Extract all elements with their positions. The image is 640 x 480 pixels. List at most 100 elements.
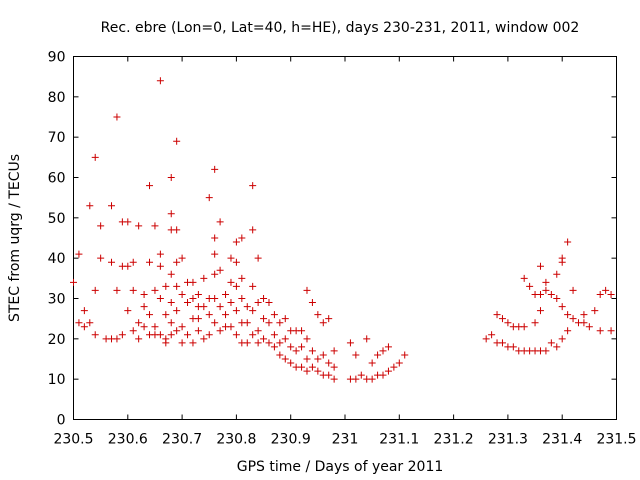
- data-point: [113, 286, 121, 294]
- data-point: [184, 331, 192, 339]
- x-tick-label: 231.5: [596, 432, 636, 448]
- data-point: [173, 137, 181, 145]
- data-point: [547, 339, 555, 347]
- y-axis-label: STEC from uqrg / TECUs: [7, 154, 23, 322]
- data-point: [270, 331, 278, 339]
- data-point: [113, 113, 121, 121]
- data-point: [303, 367, 311, 375]
- data-point: [211, 319, 219, 327]
- data-point: [135, 319, 143, 327]
- data-point: [200, 274, 208, 282]
- plot-frame: [73, 56, 617, 420]
- data-point: [232, 258, 240, 266]
- x-tick-label: 231.4: [542, 432, 582, 448]
- data-point: [298, 363, 306, 371]
- data-point: [140, 290, 148, 298]
- data-point: [488, 331, 496, 339]
- data-point: [129, 327, 137, 335]
- data-point: [325, 371, 333, 379]
- data-point: [564, 327, 572, 335]
- data-point: [194, 290, 202, 298]
- data-point: [330, 375, 338, 383]
- data-point: [352, 351, 360, 359]
- data-point: [118, 331, 126, 339]
- data-point: [260, 295, 268, 302]
- data-point: [384, 367, 392, 375]
- data-point: [254, 254, 262, 262]
- data-point: [178, 323, 186, 331]
- data-point: [591, 307, 599, 315]
- data-point: [536, 307, 544, 315]
- data-point: [374, 351, 382, 359]
- data-point: [368, 375, 376, 383]
- data-point: [113, 335, 121, 343]
- data-point: [509, 343, 517, 351]
- data-point: [91, 153, 99, 161]
- data-point: [352, 375, 360, 383]
- data-point: [314, 367, 322, 375]
- data-point: [314, 355, 322, 363]
- data-point: [276, 339, 284, 347]
- data-point: [129, 258, 137, 266]
- data-point: [129, 286, 137, 294]
- y-tick-label: 60: [48, 171, 66, 187]
- data-point: [569, 315, 577, 323]
- data-point: [303, 335, 311, 343]
- data-point: [298, 327, 306, 335]
- data-point: [156, 262, 164, 270]
- data-point: [156, 250, 164, 258]
- data-point: [222, 290, 230, 298]
- data-point: [298, 343, 306, 351]
- data-point: [80, 307, 88, 315]
- data-point: [200, 335, 208, 343]
- data-point: [308, 299, 316, 307]
- data-point: [395, 359, 403, 367]
- data-point: [596, 290, 604, 298]
- data-point: [482, 335, 490, 343]
- data-point: [178, 254, 186, 262]
- data-point: [167, 331, 175, 339]
- data-point: [319, 319, 327, 327]
- data-point: [124, 218, 132, 226]
- data-point: [287, 359, 295, 367]
- y-tick-label: 70: [48, 130, 66, 146]
- axis-ticks: [73, 56, 617, 420]
- data-point: [184, 299, 192, 307]
- data-point: [265, 299, 273, 307]
- y-tick-labels: 0 10 20 30 40 50 60 70 80 90: [48, 50, 66, 429]
- data-point: [124, 262, 132, 270]
- data-point: [281, 355, 289, 363]
- data-point: [211, 270, 219, 278]
- data-point: [146, 311, 154, 319]
- data-point: [238, 234, 246, 242]
- data-point: [585, 323, 593, 331]
- data-point: [330, 347, 338, 355]
- data-point: [211, 250, 219, 258]
- data-point: [97, 254, 105, 262]
- data-point: [167, 319, 175, 327]
- data-point: [303, 355, 311, 363]
- data-point: [151, 222, 159, 230]
- data-point: [91, 331, 99, 339]
- data-point: [569, 286, 577, 294]
- data-point: [553, 343, 561, 351]
- data-point: [580, 311, 588, 319]
- data-point: [308, 347, 316, 355]
- data-point: [151, 323, 159, 331]
- data-point: [97, 222, 105, 230]
- data-point: [249, 182, 257, 190]
- data-point: [265, 319, 273, 327]
- data-point: [167, 210, 175, 218]
- data-point: [401, 351, 409, 359]
- chart-title: Rec. ebre (Lon=0, Lat=40, h=HE), days 23…: [101, 20, 580, 36]
- data-point: [211, 234, 219, 242]
- data-point: [330, 363, 338, 371]
- data-point: [227, 299, 235, 307]
- data-point: [140, 303, 148, 311]
- y-tick-label: 50: [48, 211, 66, 227]
- data-point: [558, 258, 566, 266]
- data-point: [173, 226, 181, 234]
- data-point: [75, 319, 83, 327]
- data-point: [216, 327, 224, 335]
- x-tick-label: 231.2: [434, 432, 474, 448]
